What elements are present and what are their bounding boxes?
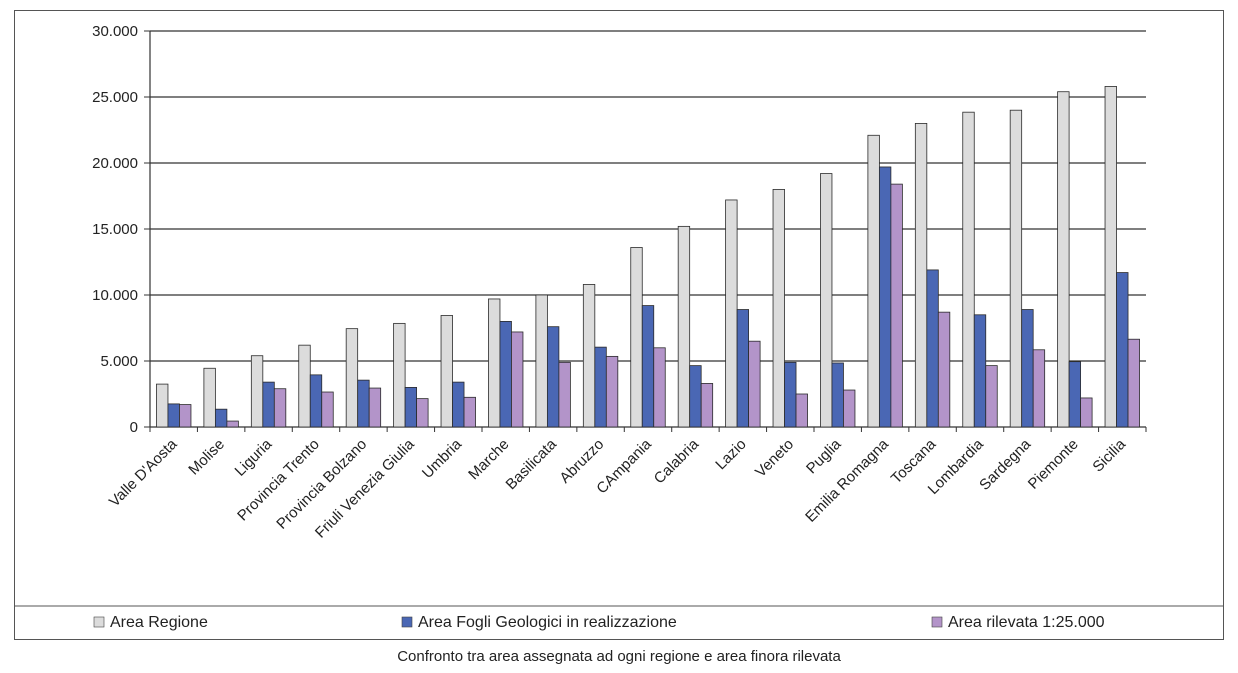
bar-area-rilevata-1-25-000-marche bbox=[511, 331, 524, 428]
bar-area-rilevata-1-25-000-valle-d-aosta bbox=[179, 404, 192, 428]
bar-area-regione-basilicata bbox=[535, 294, 548, 428]
x-tick-label: Umbria bbox=[419, 435, 466, 482]
bar-area-regione-marche bbox=[488, 298, 501, 428]
bar-area-rilevata-1-25-000-veneto bbox=[795, 393, 808, 428]
bar-area-fogli-geologici-in-realizzazione-abruzzo bbox=[594, 346, 607, 428]
bar-area-fogli-geologici-in-realizzazione-lombardia bbox=[973, 314, 987, 428]
bar-area-regione-lazio bbox=[725, 199, 738, 428]
bar-area-regione-emilia-romagna bbox=[867, 134, 880, 428]
chart-frame: 0 5.000 10.000 15.000 20.000 25.000 30.000 Vall… bbox=[14, 10, 1224, 640]
x-tick-label: Provincia Trento bbox=[234, 436, 323, 525]
bar-area-regione-puglia bbox=[820, 173, 833, 428]
bar-area-regione-valle-d-aosta bbox=[156, 383, 169, 428]
bar-area-rilevata-1-25-000-piemonte bbox=[1080, 397, 1093, 428]
legend-swatch-area-regione bbox=[93, 616, 105, 628]
bar-area-rilevata-1-25-000-lombardia bbox=[985, 365, 998, 428]
legend-swatch-area-rilevata-1-25-000 bbox=[931, 616, 943, 628]
y-tick-label: 20.000 bbox=[92, 155, 138, 172]
x-tick-label: Piemonte bbox=[1025, 436, 1082, 493]
bar-area-fogli-geologici-in-realizzazione-umbria bbox=[452, 381, 465, 428]
bar-area-fogli-geologici-in-realizzazione-campania bbox=[641, 305, 655, 428]
bar-area-rilevata-1-25-000-campania bbox=[653, 347, 666, 428]
bar-area-regione-friuli-venezia-giulia bbox=[393, 322, 406, 428]
bar-area-regione-veneto bbox=[772, 188, 785, 428]
bar-area-fogli-geologici-in-realizzazione-provincia-trento bbox=[309, 374, 323, 428]
bar-area-regione-lombardia bbox=[962, 111, 975, 428]
bar-area-rilevata-1-25-000-provincia-bolzano bbox=[368, 387, 382, 428]
x-tick-label: Veneto bbox=[752, 436, 797, 481]
y-tick-label: 30.000 bbox=[92, 23, 138, 40]
bar-area-rilevata-1-25-000-emilia-romagna bbox=[890, 183, 903, 428]
bar-area-regione-sardegna bbox=[1009, 109, 1023, 428]
bar-area-regione-provincia-trento bbox=[298, 344, 311, 428]
bar-area-rilevata-1-25-000-umbria bbox=[463, 396, 476, 428]
bar-area-rilevata-1-25-000-sardegna bbox=[1032, 349, 1046, 428]
x-tick-label: Molise bbox=[185, 436, 228, 479]
legend-label-area-regione: Area Regione bbox=[110, 614, 208, 631]
bar-area-fogli-geologici-in-realizzazione-marche bbox=[499, 320, 512, 428]
x-tick-label: Emilia Romagna bbox=[802, 435, 892, 525]
bar-area-rilevata-1-25-000-molise bbox=[226, 420, 239, 428]
bar-area-rilevata-1-25-000-sicilia bbox=[1127, 338, 1140, 428]
bar-area-rilevata-1-25-000-abruzzo bbox=[605, 355, 619, 428]
bar-area-rilevata-1-25-000-lazio bbox=[748, 340, 761, 428]
bar-area-fogli-geologici-in-realizzazione-calabria bbox=[689, 365, 702, 428]
legend-label-area-rilevata-1-25-000: Area rilevata 1:25.000 bbox=[948, 614, 1105, 631]
bar-area-regione-campania bbox=[630, 247, 643, 428]
bar-area-regione-provincia-bolzano bbox=[345, 328, 359, 428]
y-tick-label: 5.000 bbox=[100, 353, 138, 370]
bar-area-fogli-geologici-in-realizzazione-sicilia bbox=[1116, 272, 1129, 428]
bar-area-rilevata-1-25-000-calabria bbox=[700, 383, 714, 428]
bar-area-regione-piemonte bbox=[1057, 91, 1070, 428]
bar-area-fogli-geologici-in-realizzazione-emilia-romagna bbox=[878, 166, 892, 428]
bar-area-fogli-geologici-in-realizzazione-lazio bbox=[736, 309, 750, 428]
bar-area-fogli-geologici-in-realizzazione-basilicata bbox=[546, 326, 560, 428]
bar-area-regione-abruzzo bbox=[582, 284, 596, 428]
x-tick-label: Lazio bbox=[712, 436, 749, 473]
bar-chart: 0 5.000 10.000 15.000 20.000 25.000 30.000 Vall… bbox=[14, 10, 1224, 640]
x-tick-label: Puglia bbox=[803, 435, 845, 477]
bar-area-fogli-geologici-in-realizzazione-liguria bbox=[262, 381, 275, 428]
x-tick-label: Basilicata bbox=[503, 435, 561, 493]
bar-area-fogli-geologici-in-realizzazione-valle-d-aosta bbox=[167, 403, 180, 428]
y-tick-label: 25.000 bbox=[92, 89, 138, 106]
x-tick-label: Sicilia bbox=[1089, 435, 1129, 475]
x-tick-label: Valle D'Aosta bbox=[106, 435, 181, 510]
bar-area-regione-umbria bbox=[440, 315, 453, 428]
bar-area-rilevata-1-25-000-toscana bbox=[937, 311, 951, 428]
bar-area-fogli-geologici-in-realizzazione-puglia bbox=[831, 362, 844, 428]
bar-area-regione-liguria bbox=[250, 355, 264, 428]
x-tick-label: Calabria bbox=[651, 435, 703, 487]
chart-border bbox=[14, 10, 1224, 640]
x-tick-label: Provincia Bolzano bbox=[273, 436, 370, 533]
bar-area-rilevata-1-25-000-liguria bbox=[273, 388, 287, 428]
bar-area-regione-molise bbox=[203, 367, 216, 428]
bar-area-fogli-geologici-in-realizzazione-molise bbox=[214, 408, 228, 428]
legend-swatch-area-fogli-geologici-in-realizzazione bbox=[401, 616, 413, 628]
bar-area-fogli-geologici-in-realizzazione-piemonte bbox=[1068, 361, 1082, 428]
x-tick-label: Sardegna bbox=[976, 435, 1034, 493]
bar-area-fogli-geologici-in-realizzazione-sardegna bbox=[1021, 309, 1034, 428]
bar-area-fogli-geologici-in-realizzazione-veneto bbox=[784, 361, 797, 428]
legend-label-area-fogli-geologici-in-realizzazione: Area Fogli Geologici in realizzazione bbox=[418, 614, 677, 631]
bar-area-rilevata-1-25-000-friuli-venezia-giulia bbox=[416, 398, 429, 428]
bar-area-rilevata-1-25-000-provincia-trento bbox=[321, 391, 334, 428]
y-tick-label: 15.000 bbox=[92, 221, 138, 238]
x-tick-label: Marche bbox=[465, 436, 512, 483]
bar-area-fogli-geologici-in-realizzazione-friuli-venezia-giulia bbox=[404, 386, 418, 428]
y-tick-label: 0 bbox=[130, 419, 138, 436]
y-tick-label: 10.000 bbox=[92, 287, 138, 304]
bar-area-fogli-geologici-in-realizzazione-provincia-bolzano bbox=[357, 379, 370, 428]
bar-area-rilevata-1-25-000-puglia bbox=[843, 389, 856, 428]
bar-area-regione-calabria bbox=[677, 225, 691, 428]
bar-area-rilevata-1-25-000-basilicata bbox=[558, 361, 571, 428]
chart-caption: Confronto tra area assegnata ad ogni reg… bbox=[397, 648, 841, 665]
x-tick-label: Liguria bbox=[232, 435, 276, 479]
bar-area-regione-sicilia bbox=[1104, 86, 1117, 428]
bar-area-fogli-geologici-in-realizzazione-toscana bbox=[926, 269, 939, 428]
bar-area-regione-toscana bbox=[914, 123, 928, 428]
